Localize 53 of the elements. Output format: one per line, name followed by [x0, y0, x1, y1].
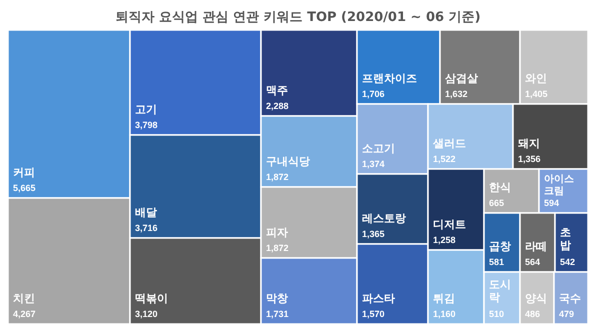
category-label: 한식 [489, 181, 511, 194]
data-label: 1,731 [266, 309, 289, 319]
category-label: 국수 [559, 292, 581, 305]
data-label: 542 [560, 257, 576, 267]
category-label: 치킨 [13, 292, 35, 305]
data-label: 1,374 [362, 159, 385, 169]
data-label: 1,872 [266, 243, 289, 253]
category-label: 커피 [13, 166, 35, 179]
data-label: 5,665 [13, 183, 36, 193]
data-label: 1,160 [433, 309, 456, 319]
data-label: 1,405 [525, 89, 548, 99]
data-label: 4,267 [13, 309, 36, 319]
data-label: 1,872 [266, 172, 289, 182]
category-label: 레스토랑 [362, 212, 406, 225]
category-label: 아이스크림 [544, 174, 574, 197]
category-label: 초밥 [560, 226, 571, 252]
data-label: 1,570 [362, 309, 385, 319]
category-label: 샐러드 [432, 137, 466, 150]
category-label: 돼지 [518, 137, 540, 150]
data-label: 2,288 [266, 101, 289, 111]
data-label: 3,716 [135, 223, 158, 233]
category-label: 프랜차이즈 [362, 72, 417, 85]
data-label: 1,365 [362, 229, 385, 239]
data-label: 3,120 [135, 309, 158, 319]
data-label: 1,632 [445, 89, 468, 99]
text: 퇴직자 요식업 관심 연관 키워드 TOP (2020/01 ~ 06 기준) [114, 9, 482, 27]
category-label: 고기 [135, 103, 157, 116]
category-label: 소고기 [362, 142, 395, 155]
category-label: 구내식당 [266, 155, 310, 168]
category-label: 파스타 [362, 292, 395, 305]
data-label: 1,522 [433, 154, 456, 164]
data-label: 594 [544, 198, 560, 208]
category-label: 곱창 [489, 240, 511, 253]
category-label: 튀김 [433, 292, 455, 305]
category-label: 막창 [266, 292, 288, 305]
data-label: 564 [525, 257, 540, 267]
category-label: 삼겹살 [445, 72, 478, 85]
category-label: 와인 [525, 72, 547, 85]
category-label: 라떼 [525, 240, 547, 253]
category-label: 맥주 [266, 84, 288, 97]
data-label: 479 [559, 309, 574, 319]
data-label: 1,258 [433, 235, 456, 245]
category-label: 떡볶이 [135, 292, 168, 305]
data-label: 581 [489, 257, 504, 267]
data-label: 1,706 [362, 89, 385, 99]
category-label: 배달 [135, 206, 157, 219]
data-label: 1,356 [518, 154, 541, 164]
category-label: 디저트 [433, 218, 466, 231]
data-label: 3,798 [135, 120, 158, 130]
category-label: 도시락 [489, 278, 511, 304]
category-label: 피자 [266, 226, 288, 239]
data-label: 510 [489, 309, 504, 319]
data-label: 665 [489, 198, 504, 208]
